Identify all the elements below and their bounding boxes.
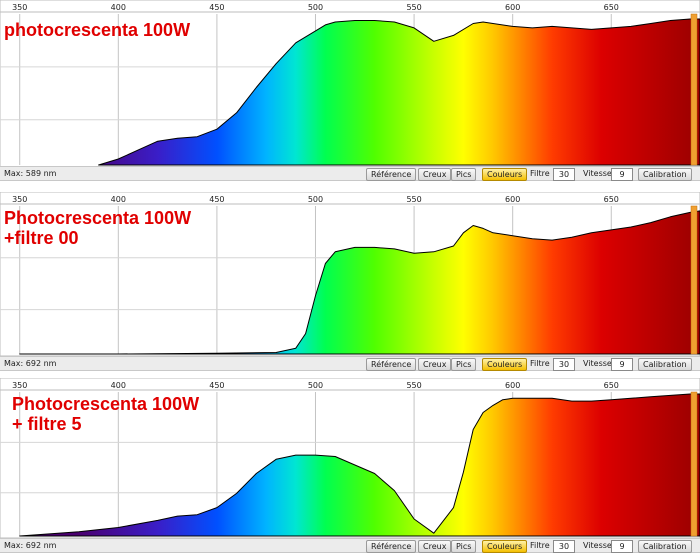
tick-label-350: 350 <box>12 195 27 204</box>
reference-button[interactable]: Référence <box>366 358 417 371</box>
filtre-input[interactable]: 30 <box>553 168 575 181</box>
filtre-input[interactable]: 30 <box>553 358 575 371</box>
spectrum-panel-2: 350 400 450 500 550 600 650 Photocrescenta 100… <box>0 192 700 372</box>
scroll-handle[interactable] <box>690 391 698 537</box>
calibration-button[interactable]: Calibration <box>638 540 692 553</box>
tick-label-550: 550 <box>406 195 421 204</box>
calibration-button[interactable]: Calibration <box>638 168 692 181</box>
tick-label-350: 350 <box>12 381 27 390</box>
couleurs-button[interactable]: Couleurs <box>482 540 528 553</box>
tick-label-500: 500 <box>308 3 323 12</box>
spectrum-plot-2: 350 400 450 500 550 600 650 <box>0 192 700 356</box>
tick-label-500: 500 <box>308 195 323 204</box>
tick-label-550: 550 <box>406 3 421 12</box>
tick-label-600: 600 <box>505 3 520 12</box>
spectrum-title: Photocrescenta 100W +filtre 00 <box>4 208 192 248</box>
filtre-label: Filtre <box>530 541 550 550</box>
pics-button[interactable]: Pics <box>451 358 477 371</box>
vitesse-input[interactable]: 9 <box>611 168 633 181</box>
max-readout: Max: 692 nm <box>4 359 57 368</box>
filtre-label: Filtre <box>530 169 550 178</box>
filtre-input[interactable]: 30 <box>553 540 575 553</box>
spectrum-title: photocrescenta 100W <box>4 20 191 40</box>
creux-button[interactable]: Creux <box>418 540 452 553</box>
tick-label-450: 450 <box>209 381 224 390</box>
creux-button[interactable]: Creux <box>418 358 452 371</box>
tick-label-400: 400 <box>111 3 126 12</box>
tick-label-400: 400 <box>111 381 126 390</box>
couleurs-button[interactable]: Couleurs <box>482 358 528 371</box>
tick-label-500: 500 <box>308 381 323 390</box>
calibration-button[interactable]: Calibration <box>638 358 692 371</box>
spectrum-curve <box>19 393 700 537</box>
reference-button[interactable]: Référence <box>366 540 417 553</box>
status-bar: Max: 692 nm Référence Creux Pics Couleur… <box>0 356 700 371</box>
spectrum-panel-1: 350 400 450 500 550 600 650 photocrescenta 100… <box>0 0 700 182</box>
filtre-label: Filtre <box>530 359 550 368</box>
max-readout: Max: 589 nm <box>4 169 57 178</box>
spectrum-panel-3: 350 400 450 500 550 600 650 Photocrescenta 100… <box>0 378 700 553</box>
tick-label-550: 550 <box>406 381 421 390</box>
tick-label-350: 350 <box>12 3 27 12</box>
spectrum-plot-1: 350 400 450 500 550 600 650 <box>0 0 700 167</box>
spectrum-title: Photocrescenta 100W + filtre 5 <box>12 394 200 434</box>
scroll-handle[interactable] <box>690 13 698 166</box>
spectrum-curve <box>98 18 700 166</box>
tick-label-650: 650 <box>604 195 619 204</box>
tick-label-450: 450 <box>209 195 224 204</box>
tick-label-650: 650 <box>604 381 619 390</box>
tick-label-450: 450 <box>209 3 224 12</box>
reference-button[interactable]: Référence <box>366 168 417 181</box>
creux-button[interactable]: Creux <box>418 168 452 181</box>
status-bar: Max: 589 nm Référence Creux Pics Couleur… <box>0 166 700 181</box>
spectrum-plot-3: 350 400 450 500 550 600 650 <box>0 378 700 538</box>
tick-label-650: 650 <box>604 3 619 12</box>
vitesse-input[interactable]: 9 <box>611 358 633 371</box>
scroll-handle[interactable] <box>690 205 698 355</box>
couleurs-button[interactable]: Couleurs <box>482 168 528 181</box>
vitesse-input[interactable]: 9 <box>611 540 633 553</box>
tick-label-400: 400 <box>111 195 126 204</box>
tick-label-600: 600 <box>505 381 520 390</box>
vitesse-label: Vitesse <box>583 541 612 550</box>
vitesse-label: Vitesse <box>583 169 612 178</box>
pics-button[interactable]: Pics <box>451 540 477 553</box>
pics-button[interactable]: Pics <box>451 168 477 181</box>
max-readout: Max: 692 nm <box>4 541 57 550</box>
tick-label-600: 600 <box>505 195 520 204</box>
status-bar: Max: 692 nm Référence Creux Pics Couleur… <box>0 538 700 553</box>
spectrum-curve <box>19 210 700 355</box>
vitesse-label: Vitesse <box>583 359 612 368</box>
